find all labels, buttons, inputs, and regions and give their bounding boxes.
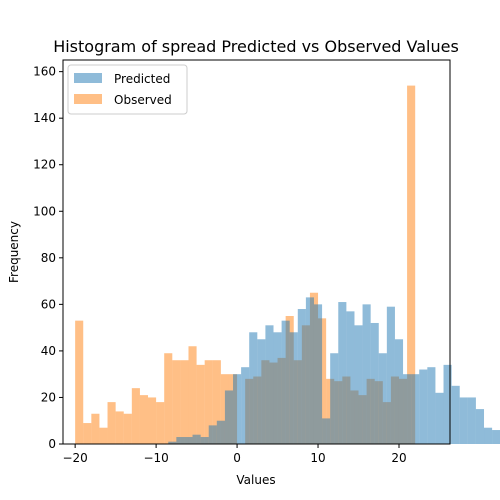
observed-bar (91, 413, 100, 444)
predicted-bar (265, 325, 274, 444)
y-tick-label: 0 (48, 437, 56, 451)
observed-bar (180, 360, 189, 444)
predicted-bar (322, 418, 331, 444)
y-tick-label: 60 (41, 297, 56, 311)
legend-label-observed: Observed (114, 93, 172, 107)
x-tick-label: 0 (233, 451, 241, 465)
predicted-bar (168, 441, 177, 444)
predicted-bar (216, 420, 225, 444)
observed-bar (131, 388, 140, 444)
legend-swatch-predicted (74, 73, 102, 83)
x-tick-label: 20 (391, 451, 406, 465)
predicted-bar (289, 332, 298, 444)
predicted-bar (192, 434, 201, 444)
x-tick-label: −20 (62, 451, 87, 465)
predicted-bar (273, 332, 282, 444)
predicted-bar (451, 385, 460, 444)
predicted-bar (443, 364, 452, 444)
y-tick-label: 80 (41, 251, 56, 265)
y-tick-label: 100 (33, 204, 56, 218)
observed-bar (75, 320, 84, 444)
predicted-bars (168, 297, 500, 444)
y-tick-label: 160 (33, 65, 56, 79)
predicted-bar (330, 353, 339, 444)
predicted-bar (249, 332, 258, 444)
predicted-bar (411, 374, 420, 444)
observed-bar (139, 395, 149, 444)
predicted-bar (370, 322, 379, 444)
predicted-bar (394, 339, 404, 444)
predicted-bar (241, 367, 250, 444)
predicted-bar (346, 311, 355, 444)
predicted-bar (419, 369, 428, 444)
x-tick-label: −10 (143, 451, 168, 465)
observed-bar (83, 423, 92, 444)
predicted-bar (362, 304, 371, 444)
predicted-bar (200, 437, 209, 444)
x-axis-label: Values (236, 473, 275, 487)
y-axis-label: Frequency (7, 221, 21, 283)
predicted-bar (484, 427, 493, 444)
predicted-bar (208, 425, 217, 444)
observed-bar (164, 353, 173, 444)
predicted-bar (427, 367, 436, 444)
predicted-bar (313, 304, 323, 444)
y-tick-label: 20 (41, 390, 56, 404)
predicted-bar (492, 430, 500, 444)
predicted-bar (467, 397, 476, 444)
predicted-bar (224, 390, 234, 444)
observed-bar (196, 364, 205, 444)
x-tick-label: 10 (310, 451, 325, 465)
predicted-bar (233, 374, 242, 444)
y-tick-label: 140 (33, 111, 56, 125)
predicted-bar (305, 297, 314, 444)
observed-bar (123, 413, 132, 444)
predicted-bar (435, 392, 444, 444)
predicted-bar (354, 325, 363, 444)
x-axis-ticks: −20 −10 0 10 20 (62, 444, 407, 465)
predicted-bar (257, 339, 266, 444)
predicted-bar (459, 397, 468, 444)
observed-bar (107, 402, 116, 444)
legend-swatch-observed (74, 94, 102, 104)
observed-bar (99, 427, 108, 444)
observed-bar (204, 360, 213, 444)
predicted-bar (386, 306, 395, 444)
y-tick-label: 40 (41, 344, 56, 358)
observed-bar (172, 360, 181, 444)
predicted-bar (184, 437, 193, 444)
predicted-bar (403, 374, 412, 444)
observed-bar (148, 397, 157, 444)
plot-frame (62, 59, 451, 445)
predicted-bar (378, 353, 387, 444)
predicted-bar (297, 309, 306, 444)
observed-bar (115, 411, 124, 444)
predicted-bar (338, 302, 347, 444)
predicted-bar (176, 437, 185, 444)
observed-bar (188, 346, 197, 444)
y-tick-label: 120 (33, 158, 56, 172)
predicted-bar (281, 320, 290, 444)
predicted-bar (475, 409, 485, 444)
observed-bar (407, 85, 416, 444)
legend-label-predicted: Predicted (114, 72, 170, 86)
observed-bar (156, 402, 165, 444)
y-axis-ticks: 0 20 40 60 80 100 120 140 160 (33, 65, 63, 451)
observed-bar (212, 360, 221, 444)
chart-title: Histogram of spread Predicted vs Observe… (53, 37, 459, 56)
legend: Predicted Observed (67, 64, 188, 115)
